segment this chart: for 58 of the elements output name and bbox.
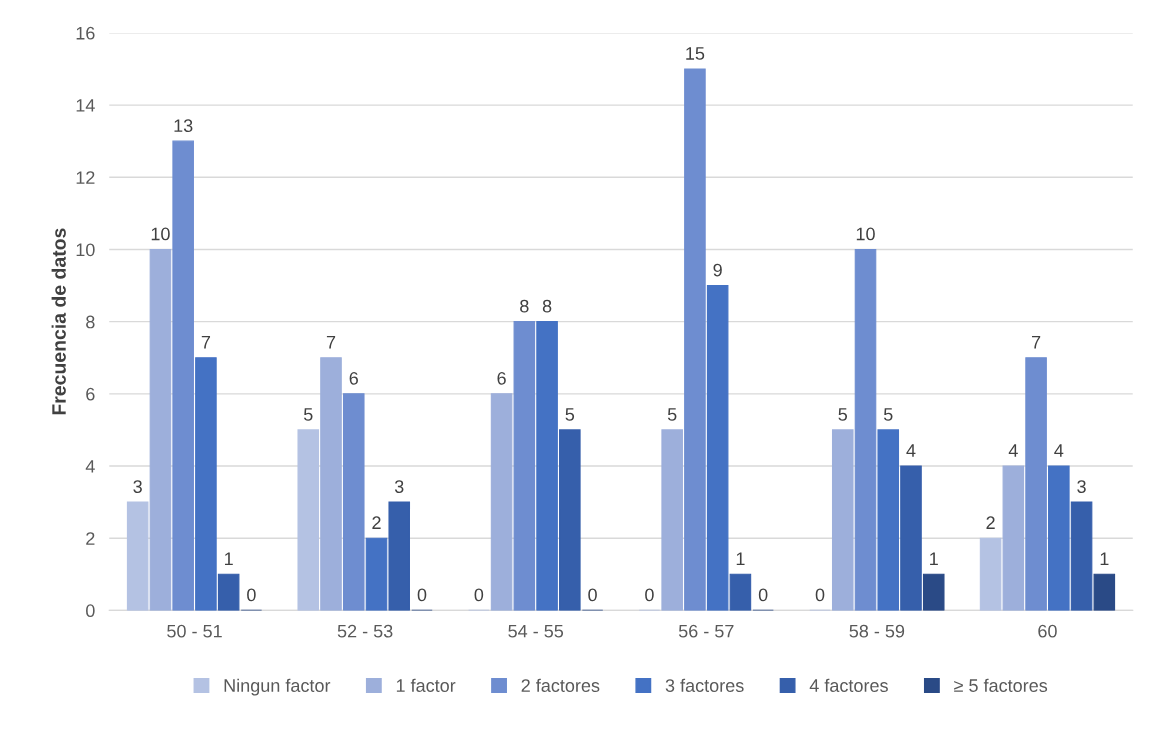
data-label: 3	[394, 480, 404, 493]
data-label: 1	[736, 552, 745, 565]
data-label: 0	[474, 588, 484, 602]
data-label: 10	[151, 227, 170, 241]
data-label: 9	[713, 263, 722, 277]
x-tick-label: 54 - 55	[508, 624, 564, 638]
y-tick-label: 10	[76, 243, 95, 257]
data-label: 6	[349, 371, 358, 385]
y-tick-label: 16	[76, 26, 95, 40]
x-tick-label: 50 - 51	[167, 624, 222, 638]
data-label: 4	[1054, 444, 1064, 457]
data-label: 5	[667, 408, 677, 421]
data-label: 15	[686, 47, 705, 60]
data-label: 2	[372, 516, 381, 529]
y-tick-label: 0	[86, 604, 95, 618]
data-label: 7	[326, 336, 336, 349]
x-tick-label: 52 - 53	[337, 624, 393, 638]
legend-label: ≥ 5 factores	[954, 678, 1048, 692]
data-label: 0	[247, 588, 256, 602]
y-tick-label: 4	[85, 460, 95, 473]
x-tick-label: 58 - 59	[849, 624, 905, 638]
data-label: 0	[815, 588, 825, 602]
data-label: 10	[856, 227, 875, 241]
data-label: 8	[520, 299, 529, 313]
data-label: 3	[133, 480, 142, 493]
data-label: 4	[906, 444, 916, 457]
legend-label: 2 factores	[521, 678, 600, 692]
legend-label: 3 factores	[665, 678, 744, 692]
data-label: 0	[645, 588, 654, 602]
data-label: 7	[201, 336, 211, 349]
data-label: 13	[174, 119, 193, 133]
data-label: 5	[883, 408, 893, 421]
data-label: 5	[303, 408, 313, 421]
legend-label: 1 factor	[396, 678, 456, 692]
data-label: 0	[758, 588, 768, 602]
y-axis-title: Frecuencia de datos	[51, 228, 66, 415]
data-label: 1	[225, 552, 233, 565]
y-tick-label: 14	[76, 99, 95, 112]
data-label: 0	[417, 588, 427, 602]
data-label: 5	[565, 408, 575, 421]
data-label: 1	[1100, 552, 1109, 565]
data-label: 3	[1077, 480, 1086, 493]
data-label: 5	[838, 408, 848, 421]
y-tick-label: 2	[86, 532, 95, 545]
data-label: 8	[542, 299, 552, 313]
data-label: 6	[497, 371, 506, 385]
y-tick-label: 12	[76, 171, 95, 184]
data-label: 2	[986, 516, 995, 529]
y-tick-label: 8	[86, 315, 95, 329]
data-label: 4	[1008, 444, 1018, 457]
x-tick-label: 60	[1038, 624, 1057, 638]
y-tick-label: 6	[86, 387, 95, 401]
legend-label: 4 factores	[809, 678, 888, 692]
x-tick-label: 56 - 57	[678, 624, 734, 638]
data-label: 0	[588, 588, 597, 602]
data-label: 1	[930, 552, 938, 565]
legend-label: Ningun factor	[224, 678, 331, 696]
data-label: 7	[1031, 336, 1041, 349]
